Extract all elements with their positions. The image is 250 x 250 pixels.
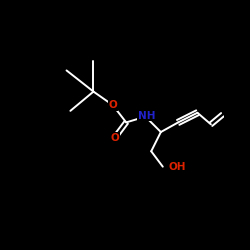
- Text: OH: OH: [168, 162, 186, 172]
- Text: NH: NH: [138, 111, 155, 121]
- Text: O: O: [110, 133, 119, 143]
- Text: O: O: [108, 100, 117, 110]
